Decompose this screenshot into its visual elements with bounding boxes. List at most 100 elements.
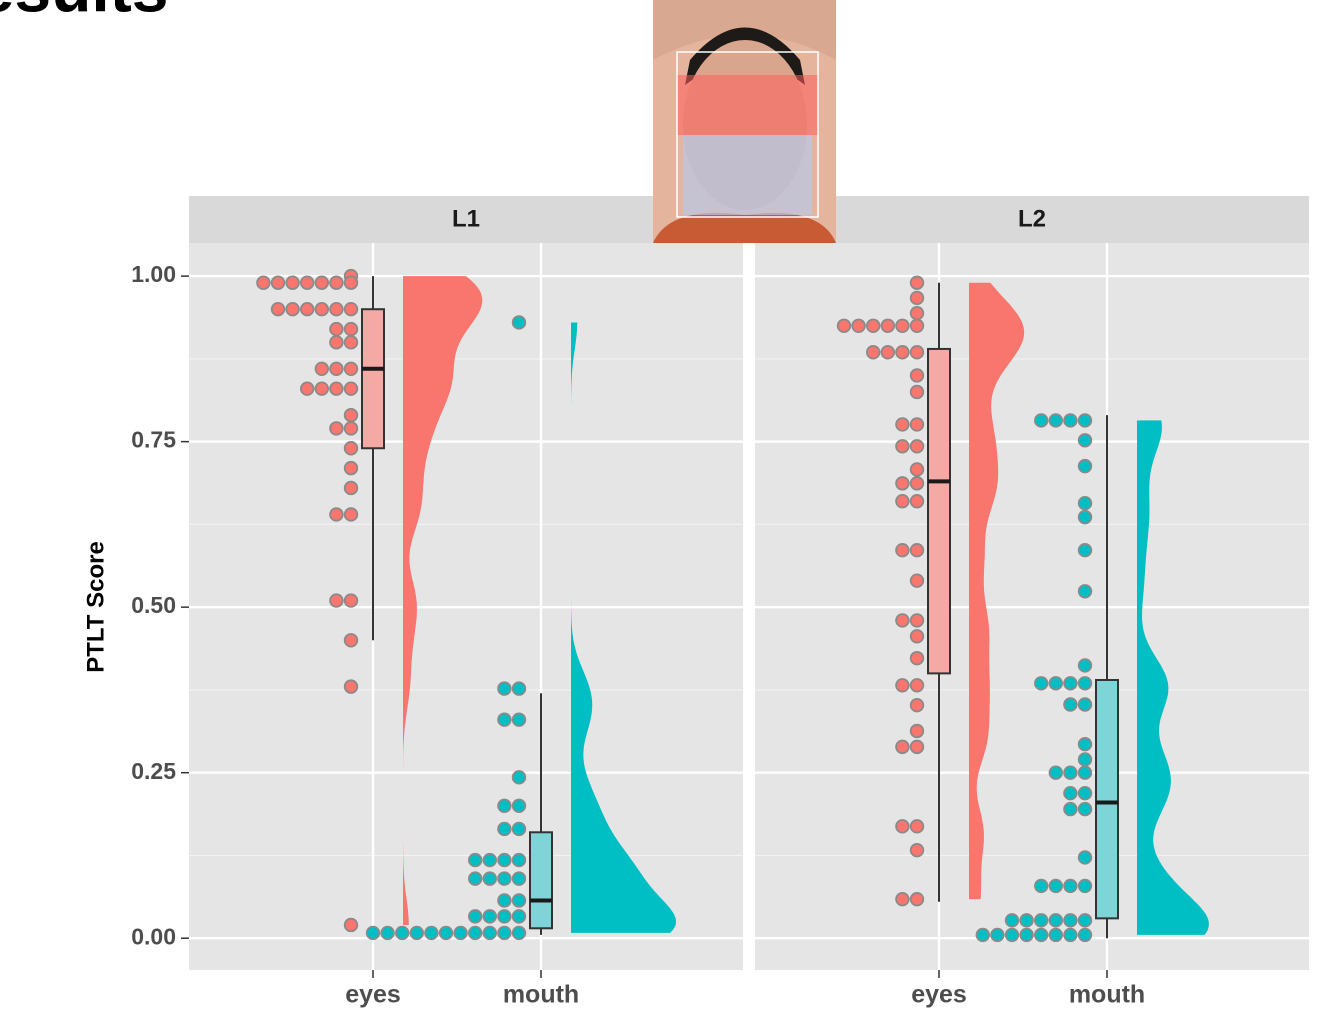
dot <box>330 336 343 349</box>
dot <box>301 276 314 289</box>
dot <box>1064 766 1077 779</box>
dot <box>896 418 909 431</box>
dot <box>330 323 343 336</box>
dot <box>345 594 358 607</box>
dot <box>896 346 909 359</box>
dot <box>469 927 482 940</box>
dot <box>911 893 924 906</box>
dot <box>1035 929 1048 942</box>
dot <box>330 594 343 607</box>
dot <box>911 463 924 476</box>
dot <box>1079 738 1092 751</box>
dot <box>498 799 511 812</box>
dot <box>330 276 343 289</box>
dot <box>498 823 511 836</box>
dot <box>257 276 270 289</box>
dot <box>345 336 358 349</box>
dot <box>498 682 511 695</box>
dot <box>896 495 909 508</box>
dot <box>911 652 924 665</box>
dot <box>911 386 924 399</box>
dot <box>345 409 358 422</box>
dot <box>484 872 497 885</box>
dot <box>1079 544 1092 557</box>
dot <box>1079 753 1092 766</box>
dot <box>367 927 380 940</box>
dot <box>345 422 358 435</box>
dot <box>1064 880 1077 893</box>
dot <box>1050 766 1063 779</box>
dot <box>498 910 511 923</box>
box <box>530 832 552 928</box>
dot <box>1035 914 1048 927</box>
dot <box>330 508 343 521</box>
dot <box>867 346 880 359</box>
dot <box>896 477 909 490</box>
dot <box>345 303 358 316</box>
dot <box>301 382 314 395</box>
dot <box>911 477 924 490</box>
dot <box>513 927 526 940</box>
slide: Results PTLT Score0.000.250.500.751.00L1… <box>0 0 1328 1021</box>
dot <box>1064 698 1077 711</box>
dot <box>316 303 329 316</box>
dot <box>1006 929 1019 942</box>
dot <box>345 462 358 475</box>
strip-label: L1 <box>452 205 480 232</box>
dot <box>911 292 924 305</box>
dot <box>896 614 909 627</box>
dot <box>345 442 358 455</box>
dot <box>396 927 409 940</box>
dot <box>1079 677 1092 690</box>
dot <box>1050 880 1063 893</box>
dot <box>345 508 358 521</box>
slide-title: Results <box>0 0 168 25</box>
dot <box>1035 414 1048 427</box>
dot <box>316 363 329 376</box>
dot <box>911 630 924 643</box>
dot <box>911 319 924 332</box>
dot <box>911 346 924 359</box>
dot <box>330 363 343 376</box>
dot <box>911 276 924 289</box>
dot <box>469 872 482 885</box>
dot <box>484 910 497 923</box>
dot <box>896 544 909 557</box>
dot <box>896 440 909 453</box>
dot <box>454 927 467 940</box>
dot <box>498 713 511 726</box>
box <box>362 309 384 448</box>
dot <box>513 316 526 329</box>
dot <box>852 319 865 332</box>
dot <box>911 418 924 431</box>
dot <box>911 699 924 712</box>
dot <box>1020 929 1033 942</box>
dot <box>1079 766 1092 779</box>
dot <box>345 363 358 376</box>
dot <box>1050 929 1063 942</box>
dot <box>991 929 1004 942</box>
dot <box>1079 434 1092 447</box>
dot <box>330 422 343 435</box>
dot <box>1079 511 1092 524</box>
dot <box>513 823 526 836</box>
dot <box>896 741 909 754</box>
x-tick-label: mouth <box>1069 981 1145 1009</box>
dot <box>513 713 526 726</box>
dot <box>1064 414 1077 427</box>
dot <box>911 544 924 557</box>
dot <box>272 276 285 289</box>
dot <box>469 910 482 923</box>
dot <box>286 303 299 316</box>
dot <box>1079 803 1092 816</box>
dot <box>896 820 909 833</box>
dot <box>440 927 453 940</box>
y-tick-label: 0.50 <box>131 592 176 618</box>
dot <box>301 303 314 316</box>
dot <box>1064 803 1077 816</box>
dot <box>330 303 343 316</box>
dot <box>1020 914 1033 927</box>
page: {"title": "Results", "chart_data": {"typ… <box>0 0 1328 1021</box>
dot <box>911 574 924 587</box>
dot <box>1035 677 1048 690</box>
